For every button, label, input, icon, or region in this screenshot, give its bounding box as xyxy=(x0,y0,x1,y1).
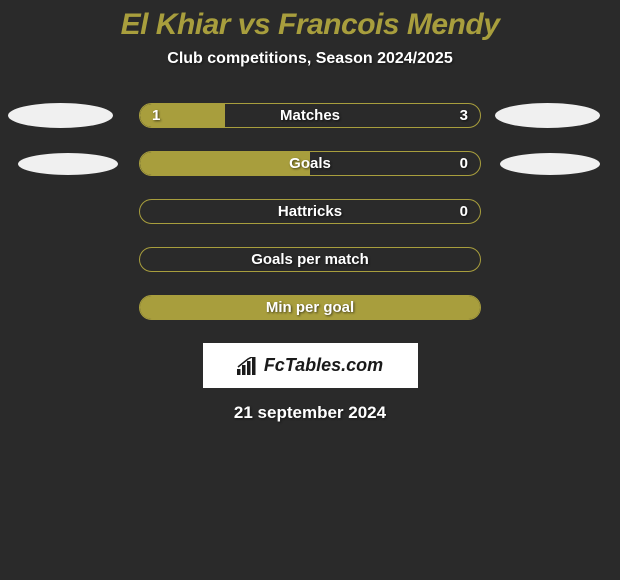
stat-bar: Min per goal xyxy=(139,295,481,320)
logo-text: FcTables.com xyxy=(264,355,383,376)
player-right-marker xyxy=(495,103,600,128)
stat-left-value: 1 xyxy=(152,107,160,124)
stat-right-value: 0 xyxy=(460,155,468,172)
stat-bar: Goals per match xyxy=(139,247,481,272)
stat-right-value: 3 xyxy=(460,107,468,124)
stat-right-value: 0 xyxy=(460,203,468,220)
stat-row: 1 Matches 3 xyxy=(0,103,620,128)
player-left-marker xyxy=(18,153,118,175)
comparison-container: El Khiar vs Francois Mendy Club competit… xyxy=(0,0,620,423)
stat-bar: Goals 0 xyxy=(139,151,481,176)
stat-label: Hattricks xyxy=(278,203,342,220)
bar-fill xyxy=(140,152,310,175)
stat-label: Min per goal xyxy=(266,299,354,316)
stat-bar: Hattricks 0 xyxy=(139,199,481,224)
stat-rows-container: 1 Matches 3 Goals 0 Hattricks 0 Goals per match… xyxy=(0,103,620,320)
stat-row: Hattricks 0 xyxy=(0,199,620,224)
stat-row: Goals per match xyxy=(0,247,620,272)
page-title: El Khiar vs Francois Mendy xyxy=(0,8,620,42)
player-left-marker xyxy=(8,103,113,128)
logo-box[interactable]: FcTables.com xyxy=(203,343,418,388)
stat-row: Goals 0 xyxy=(0,151,620,176)
date-text: 21 september 2024 xyxy=(0,403,620,423)
player-right-marker xyxy=(500,153,600,175)
page-subtitle: Club competitions, Season 2024/2025 xyxy=(0,50,620,68)
stat-label: Goals per match xyxy=(251,251,369,268)
stat-label: Matches xyxy=(280,107,340,124)
chart-icon xyxy=(237,357,259,375)
stat-bar: 1 Matches 3 xyxy=(139,103,481,128)
stat-label: Goals xyxy=(289,155,331,172)
stat-row: Min per goal xyxy=(0,295,620,320)
